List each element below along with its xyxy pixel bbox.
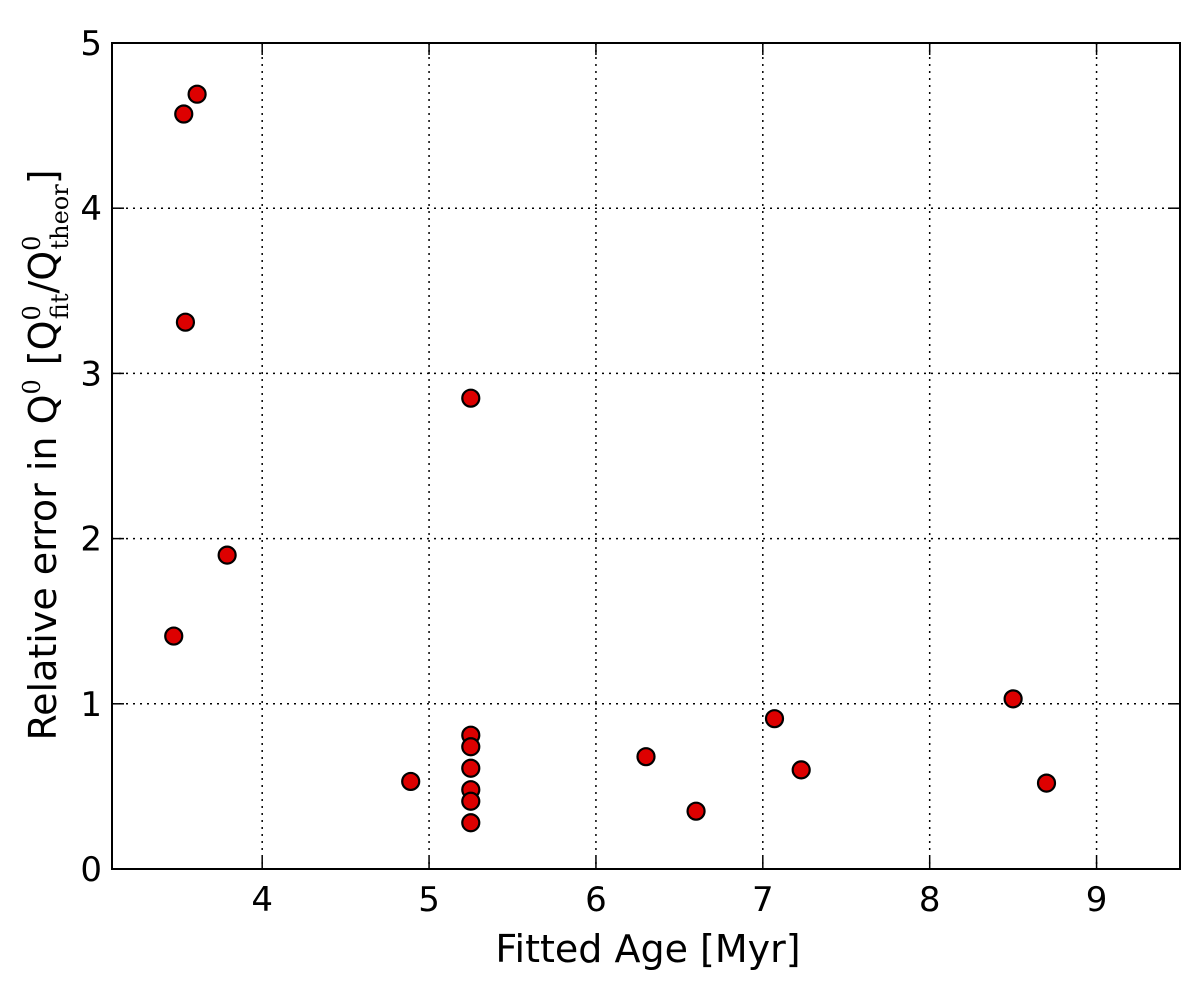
- y-tick-labels: 0 1 2 3 4 5: [80, 24, 102, 890]
- y-label-bracket-close: ]: [21, 169, 65, 184]
- y-tick-label: 5: [80, 24, 102, 64]
- x-tick-label: 6: [585, 880, 607, 920]
- scatter-point: [187, 84, 207, 104]
- x-tick-label: 7: [752, 880, 774, 920]
- scatter-point: [764, 709, 785, 729]
- scatter-point: [461, 813, 481, 833]
- scatter-point: [174, 104, 194, 124]
- y-label-sup3: 0: [18, 236, 46, 251]
- y-tick-label: 2: [80, 520, 102, 560]
- y-axis-label: Relative error in Q0[Q0fit/Q0theor]: [18, 169, 74, 740]
- plot-frame: [111, 42, 1181, 870]
- scatter-point: [461, 388, 481, 408]
- y-label-sup1: 0: [18, 379, 46, 394]
- y-label-sup2: 0: [18, 305, 46, 320]
- y-tick-label: 0: [80, 850, 102, 890]
- x-axis-label: Fitted Age [Myr]: [495, 927, 800, 971]
- scatter-point: [175, 312, 196, 332]
- scatter-point: [791, 760, 811, 780]
- y-tick-label: 1: [80, 685, 102, 725]
- grid-lines: [112, 42, 1180, 870]
- y-tick-label: 4: [80, 189, 102, 229]
- scatter-point: [164, 626, 184, 646]
- axis-ticks: [112, 42, 1180, 870]
- scatter-point: [461, 758, 481, 778]
- scatter-point: [636, 747, 656, 767]
- scatter-point: [686, 801, 706, 821]
- scatter-point: [461, 737, 481, 757]
- data-points: [164, 84, 1057, 833]
- x-tick-label: 8: [919, 880, 941, 920]
- x-tick-label: 5: [418, 880, 440, 920]
- x-tick-labels: 4 5 6 7 8 9: [251, 880, 1107, 920]
- y-label-sub2: fit: [46, 293, 74, 319]
- scatter-point: [217, 545, 237, 565]
- y-label-slash: /Q: [21, 251, 65, 294]
- scatter-point: [401, 771, 421, 792]
- scatter-point: [1003, 689, 1023, 709]
- scatter-point: [461, 791, 481, 811]
- y-label-main: Relative error in Q: [21, 395, 65, 741]
- y-label-bracket-open: [Q: [21, 320, 65, 365]
- y-tick-label: 3: [80, 354, 102, 394]
- x-tick-label: 4: [251, 880, 273, 920]
- x-tick-label: 9: [1086, 880, 1108, 920]
- scatter-point: [1036, 773, 1057, 793]
- y-label-sub3: theor: [46, 184, 74, 250]
